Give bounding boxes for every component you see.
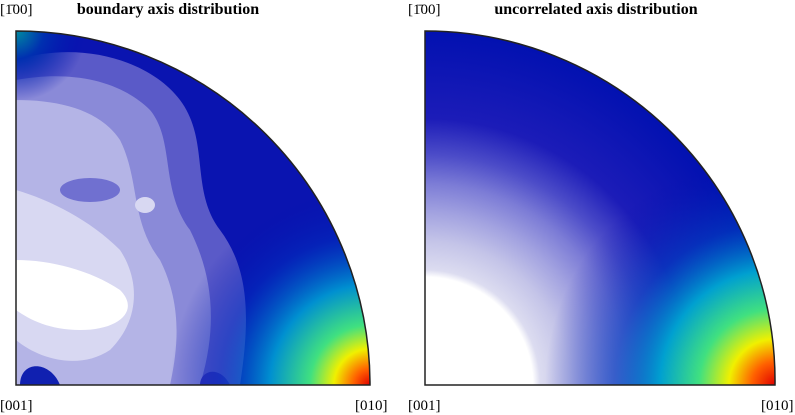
panel-title: uncorrelated axis distribution bbox=[494, 1, 697, 18]
bottom-left-label: [001] bbox=[0, 398, 33, 414]
right-plot bbox=[424, 30, 776, 386]
top-label: [1̄00] bbox=[408, 2, 441, 18]
top-label: [1̄00] bbox=[0, 2, 33, 18]
left-plot bbox=[15, 30, 371, 386]
panel-title: boundary axis distribution bbox=[77, 1, 259, 18]
bottom-right-label: [010] bbox=[761, 398, 794, 414]
bottom-left-label: [001] bbox=[408, 398, 441, 414]
bottom-right-label: [010] bbox=[355, 398, 388, 414]
